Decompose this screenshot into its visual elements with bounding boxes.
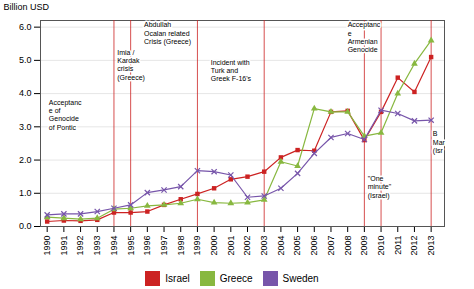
html-text:Greece: Greece bbox=[219, 273, 253, 284]
svg-text:Imia /Kardakcrisis(Greece): Imia /Kardakcrisis(Greece) bbox=[117, 49, 145, 82]
svg-text:2004: 2004 bbox=[276, 236, 286, 256]
svg-text:1999: 1999 bbox=[192, 236, 202, 256]
svg-text:5.0: 5.0 bbox=[19, 55, 32, 65]
svg-text:1997: 1997 bbox=[159, 236, 169, 256]
svg-text:1991: 1991 bbox=[59, 236, 69, 256]
svg-text:1996: 1996 bbox=[142, 236, 152, 256]
svg-text:1998: 1998 bbox=[176, 236, 186, 256]
svg-text:Incident withTurk andGreek F-1: Incident withTurk andGreek F-16's bbox=[211, 59, 252, 83]
svg-text:1990: 1990 bbox=[42, 236, 52, 256]
svg-text:1995: 1995 bbox=[126, 236, 136, 256]
svg-text:2006: 2006 bbox=[309, 236, 319, 256]
svg-text:0.0: 0.0 bbox=[19, 221, 32, 231]
svg-text:Acceptance ofGenocideof Pontic: Acceptance ofGenocideof Pontic bbox=[49, 99, 82, 131]
svg-text:2011: 2011 bbox=[393, 236, 403, 255]
html-text:Israel: Israel bbox=[165, 273, 190, 284]
svg-text:6.0: 6.0 bbox=[19, 22, 32, 32]
svg-text:2001: 2001 bbox=[226, 236, 236, 256]
svg-text:"Oneminute"(Israel): "Oneminute"(Israel) bbox=[368, 175, 392, 200]
svg-text:2012: 2012 bbox=[409, 236, 419, 256]
svg-text:BMar(Isr: BMar(Isr bbox=[433, 130, 446, 155]
svg-text:2013: 2013 bbox=[426, 236, 436, 256]
html-text:Sweden: Sweden bbox=[282, 273, 319, 284]
svg-text:1.0: 1.0 bbox=[19, 188, 32, 198]
svg-text:2.0: 2.0 bbox=[19, 155, 32, 165]
svg-text:2008: 2008 bbox=[343, 236, 353, 256]
svg-text:2009: 2009 bbox=[359, 236, 369, 256]
svg-text:2000: 2000 bbox=[209, 236, 219, 256]
svg-text:AcceptanceArmenianGenocide: AcceptanceArmenianGenocide bbox=[348, 21, 381, 53]
svg-text:1993: 1993 bbox=[92, 236, 102, 256]
svg-text:2010: 2010 bbox=[376, 236, 386, 256]
svg-text:1992: 1992 bbox=[75, 236, 85, 256]
svg-text:2002: 2002 bbox=[242, 236, 252, 256]
svg-text:4.0: 4.0 bbox=[19, 88, 32, 98]
svg-text:AbdullahOcalan relatedCrisis (: AbdullahOcalan relatedCrisis (Greece) bbox=[144, 21, 191, 46]
svg-text:2005: 2005 bbox=[292, 236, 302, 256]
svg-text:2003: 2003 bbox=[259, 236, 269, 256]
svg-text:Billion USD: Billion USD bbox=[4, 2, 50, 12]
svg-text:1994: 1994 bbox=[109, 236, 119, 256]
svg-text:2007: 2007 bbox=[326, 236, 336, 256]
svg-text:3.0: 3.0 bbox=[19, 122, 32, 132]
